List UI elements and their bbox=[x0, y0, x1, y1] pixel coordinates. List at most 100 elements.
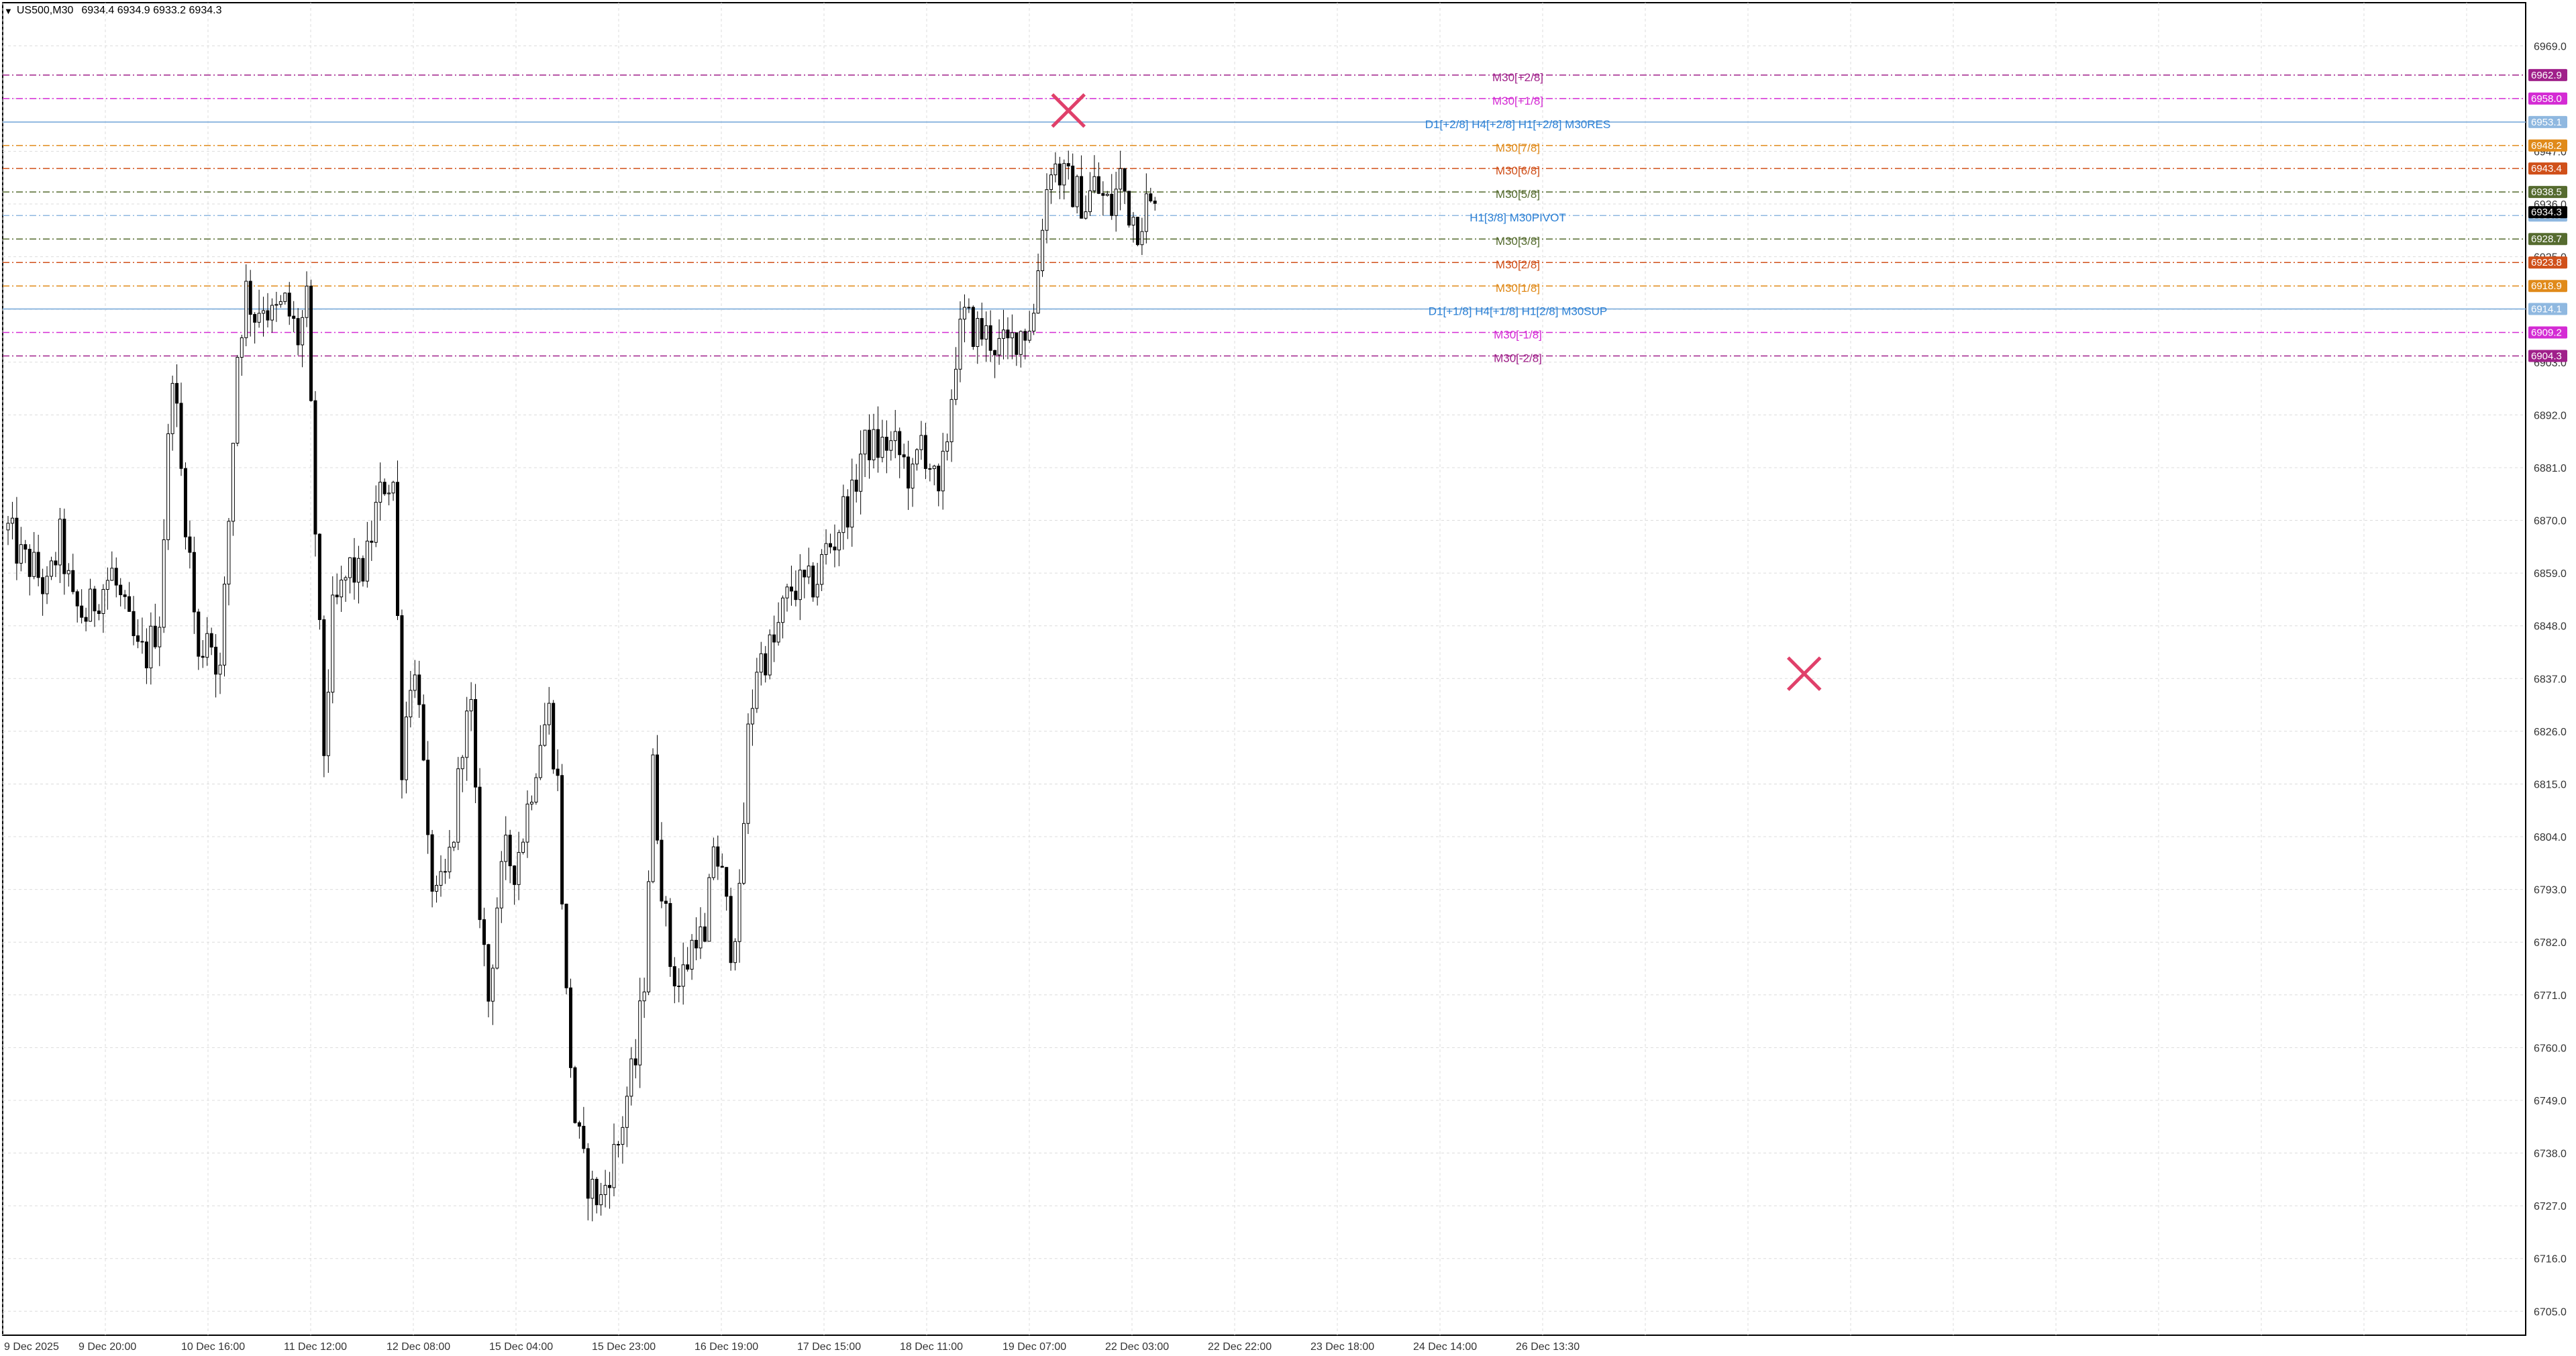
candle-body bbox=[815, 584, 819, 598]
candle-body bbox=[474, 698, 478, 788]
candle-body bbox=[400, 615, 404, 780]
x-tick-label: 26 Dec 13:30 bbox=[1516, 1341, 1580, 1353]
candle-body bbox=[491, 968, 495, 1002]
candle-body bbox=[1110, 193, 1114, 216]
y-tick-label: 6716.0 bbox=[2534, 1254, 2567, 1265]
candle-body bbox=[188, 536, 192, 553]
current-price-tag bbox=[2528, 206, 2567, 219]
candle-body bbox=[123, 594, 127, 597]
candle-body bbox=[811, 566, 815, 598]
candle-body bbox=[1032, 313, 1036, 331]
candle-body bbox=[1105, 193, 1109, 196]
candle-body bbox=[417, 674, 421, 705]
candle-body bbox=[460, 757, 464, 770]
candle-body bbox=[54, 560, 58, 566]
candle-body bbox=[6, 523, 10, 531]
candle-body bbox=[884, 437, 888, 451]
level-label: M30[1/8] bbox=[1496, 282, 1540, 295]
candle-body bbox=[335, 594, 339, 598]
candle-body bbox=[707, 877, 711, 942]
candle-body bbox=[344, 577, 348, 580]
candle-body bbox=[313, 400, 317, 535]
candle-body bbox=[1062, 163, 1066, 186]
candle-body bbox=[633, 1058, 637, 1065]
candle-body bbox=[1049, 174, 1053, 191]
level-price-tag bbox=[2528, 303, 2567, 315]
candle-body bbox=[984, 325, 988, 340]
candle-body bbox=[677, 986, 681, 988]
candle-body bbox=[1114, 189, 1118, 216]
candle-body bbox=[430, 834, 434, 892]
candle-body bbox=[1127, 191, 1131, 226]
candle-body bbox=[750, 708, 754, 725]
candle-body bbox=[209, 633, 213, 647]
candle-body bbox=[746, 723, 750, 824]
x-tick-label: 9 Dec 20:00 bbox=[79, 1341, 136, 1353]
candle-body bbox=[872, 429, 876, 460]
candle-body bbox=[893, 431, 897, 441]
triangle-down-icon[interactable]: ▼ bbox=[4, 5, 13, 16]
y-tick-label: 6782.0 bbox=[2534, 937, 2567, 949]
candle-body bbox=[89, 588, 93, 622]
candle-body bbox=[396, 482, 399, 617]
y-tick-label: 6738.0 bbox=[2534, 1149, 2567, 1160]
candle-body bbox=[725, 867, 729, 897]
y-tick-label: 6793.0 bbox=[2534, 885, 2567, 896]
candle-body bbox=[469, 698, 473, 712]
candle-body bbox=[179, 403, 183, 469]
candle-body bbox=[361, 558, 365, 582]
candle-body bbox=[625, 1096, 629, 1128]
candle-body bbox=[1080, 176, 1084, 219]
y-tick-label: 6881.0 bbox=[2534, 463, 2567, 474]
candle-body bbox=[278, 301, 282, 305]
candle-body bbox=[789, 586, 793, 592]
candle-body bbox=[1140, 231, 1144, 246]
candle-body bbox=[638, 1000, 642, 1065]
candle-body bbox=[711, 846, 715, 878]
y-tick-label: 6749.0 bbox=[2534, 1096, 2567, 1107]
candle-body bbox=[599, 1194, 603, 1206]
candle-body bbox=[529, 802, 533, 804]
candle-body bbox=[1006, 329, 1010, 339]
candle-body bbox=[694, 939, 699, 949]
level-price-tag bbox=[2528, 92, 2567, 105]
candle-body bbox=[560, 775, 564, 904]
candle-body bbox=[647, 881, 651, 992]
candle-body bbox=[482, 919, 486, 945]
candle-body bbox=[387, 492, 391, 494]
plot-area[interactable] bbox=[2, 2, 2526, 1336]
candle-body bbox=[686, 964, 690, 970]
candle-body bbox=[742, 823, 745, 884]
candle-body bbox=[1045, 189, 1049, 231]
candle-body bbox=[1058, 163, 1062, 186]
x-tick-label: 9 Dec 2025 bbox=[4, 1341, 59, 1353]
y-tick-label: 6837.0 bbox=[2534, 674, 2567, 685]
y-tick-label: 6804.0 bbox=[2534, 832, 2567, 843]
level-label: M30[-1/8] bbox=[1494, 328, 1542, 341]
candle-body bbox=[759, 653, 763, 673]
candle-body bbox=[794, 590, 798, 601]
candle-body bbox=[590, 1178, 595, 1199]
candle-body bbox=[356, 558, 360, 583]
candle-body bbox=[880, 437, 884, 458]
candle-body bbox=[958, 319, 962, 370]
candle-body bbox=[720, 866, 724, 868]
candle-body bbox=[577, 1122, 581, 1127]
x-tick-label: 15 Dec 04:00 bbox=[489, 1341, 553, 1353]
y-tick-label: 6826.0 bbox=[2534, 727, 2567, 738]
candle-body bbox=[850, 479, 854, 528]
candle-body bbox=[236, 357, 240, 444]
candle-body bbox=[569, 987, 572, 1068]
candle-body bbox=[218, 664, 222, 675]
candle-body bbox=[486, 944, 491, 1002]
candle-body bbox=[993, 350, 997, 356]
candle-body bbox=[456, 768, 460, 843]
x-tick-label: 12 Dec 08:00 bbox=[387, 1341, 450, 1353]
candle-body bbox=[391, 482, 395, 494]
x-tick-label: 16 Dec 19:00 bbox=[694, 1341, 758, 1353]
candle-body bbox=[543, 724, 547, 746]
candle-body bbox=[807, 566, 811, 578]
level-price-tag-text: 6948.2 bbox=[2531, 140, 2562, 152]
